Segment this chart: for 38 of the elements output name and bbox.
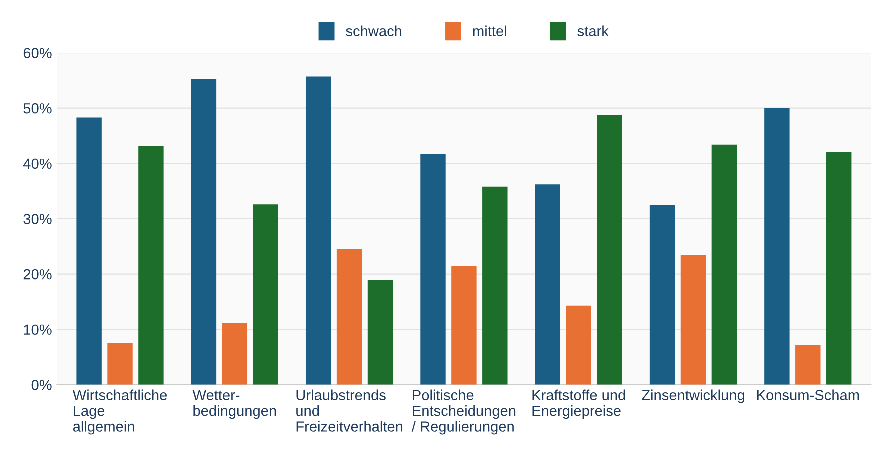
y-tick-label: 10% [24, 324, 52, 336]
bar [680, 255, 706, 385]
bar [253, 204, 278, 385]
x-tick-label: Konsum-Scham [757, 390, 860, 401]
bar [535, 184, 561, 385]
bar [306, 76, 332, 385]
bar [420, 154, 446, 385]
y-tick-label: 0% [32, 380, 52, 390]
bar [796, 345, 821, 385]
x-tick-label: Politische Entscheidungen / Regulierungen [412, 390, 516, 435]
legend-label: stark [578, 26, 609, 36]
bar [76, 118, 102, 385]
y-tick-label: 20% [24, 269, 52, 280]
y-tick-label: 40% [23, 158, 52, 170]
y-tick-label: 50% [24, 103, 52, 114]
x-tick-label: Urlaubstrends und Freizeitverhalten [296, 390, 403, 432]
bar [222, 324, 248, 385]
bar [191, 79, 217, 385]
legend-label: schwach [346, 26, 402, 36]
x-tick-label: Wetter- bedingungen [192, 390, 276, 420]
bar [368, 280, 394, 385]
bar [336, 249, 362, 385]
bar [764, 108, 790, 385]
bar [597, 116, 622, 385]
bar [452, 266, 477, 385]
y-tick-label: 30% [24, 214, 52, 224]
bar [482, 186, 508, 385]
y-tick-label: 60% [24, 48, 52, 58]
bar [826, 152, 852, 385]
bar [712, 144, 738, 385]
x-tick-label: Zinsentwicklung [642, 390, 744, 404]
bar [566, 306, 592, 385]
bar [138, 146, 164, 385]
x-tick-label: Wirtschaftliche Lage allgemein [72, 390, 168, 435]
bar [108, 343, 133, 385]
x-tick-label: Kraftstoffe und Energiepreise [532, 390, 626, 420]
bar [650, 205, 676, 385]
legend-label: mittel [473, 26, 506, 36]
